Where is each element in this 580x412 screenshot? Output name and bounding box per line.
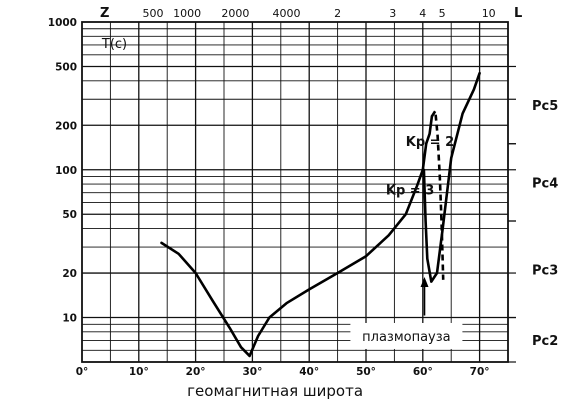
x-tick-label: 30° bbox=[242, 366, 262, 378]
top-tick-label: 2000 bbox=[221, 7, 249, 20]
y-tick-label: 50 bbox=[62, 209, 77, 221]
top-tick-label: 4000 bbox=[272, 7, 300, 20]
top-tick-label: 4 bbox=[419, 7, 426, 20]
top-axis-left-label: Z bbox=[100, 6, 109, 21]
y-tick-label: 100 bbox=[55, 165, 77, 177]
band-label: Pc5 bbox=[532, 99, 558, 114]
x-tick-label: 0° bbox=[76, 366, 89, 378]
x-tick-label: 70° bbox=[470, 366, 490, 378]
top-axis-right-label: L bbox=[514, 6, 522, 21]
top-tick-label: 500 bbox=[143, 7, 164, 20]
top-tick-label: 2 bbox=[334, 7, 341, 20]
x-axis-title: геомагнитная широта bbox=[187, 382, 363, 400]
series-line-2 bbox=[424, 115, 434, 145]
series-line-3 bbox=[422, 71, 481, 283]
band-label: Pc4 bbox=[532, 176, 558, 191]
band-label: Pc3 bbox=[532, 263, 558, 278]
plasmapause-arrow-head bbox=[420, 277, 429, 288]
band-ticks bbox=[508, 65, 516, 363]
y-tick-label: 500 bbox=[55, 61, 77, 73]
curve-label: Kp = 3 bbox=[386, 184, 434, 199]
y-tick-label: 20 bbox=[62, 268, 77, 280]
series-line-1 bbox=[160, 142, 428, 358]
x-tick-label: 40° bbox=[299, 366, 319, 378]
y-unit-label: T(c) bbox=[101, 37, 127, 52]
top-tick-label: 10 bbox=[482, 7, 496, 20]
x-tick-label: 10° bbox=[129, 366, 149, 378]
plasmapause-label: плазмопауза bbox=[362, 330, 451, 345]
y-tick-label: 10 bbox=[62, 313, 77, 325]
axis-labels: 0° 10° 20° 30° 40° 50° 60° 70° 1000 500 200 100 50 20… bbox=[48, 7, 559, 378]
data-series bbox=[160, 71, 481, 358]
series-line-4 bbox=[430, 109, 445, 280]
top-tick-label: 1000 bbox=[173, 7, 201, 20]
y-tick-label: 200 bbox=[55, 120, 77, 132]
curve-label: Kp = 2 bbox=[406, 135, 454, 150]
y-tick-label: 1000 bbox=[48, 17, 77, 29]
plasmapause-label-box bbox=[350, 322, 463, 349]
top-tick-label: 5 bbox=[439, 7, 446, 20]
plot-frame bbox=[81, 21, 509, 363]
x-tick-label: 50° bbox=[356, 366, 376, 378]
band-label: Pc2 bbox=[532, 334, 558, 349]
x-tick-label: 20° bbox=[186, 366, 206, 378]
top-tick-label: 3 bbox=[389, 7, 396, 20]
x-tick-label: 60° bbox=[413, 366, 433, 378]
annotations: Kp = 2 Kp = 3 плазмопауза bbox=[350, 135, 463, 349]
